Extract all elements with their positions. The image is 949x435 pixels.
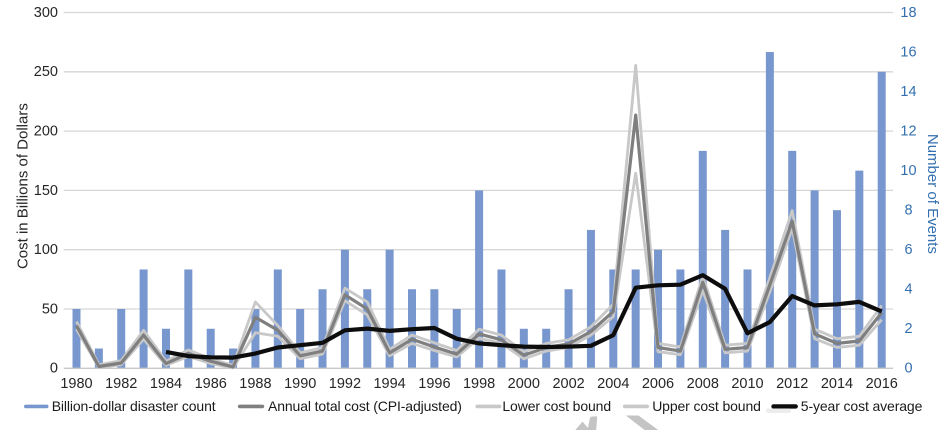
svg-text:1996: 1996 — [418, 376, 450, 392]
svg-text:16: 16 — [900, 44, 916, 60]
svg-text:1980: 1980 — [60, 376, 92, 392]
svg-text:1988: 1988 — [239, 376, 271, 392]
svg-text:2002: 2002 — [552, 376, 584, 392]
svg-text:1982: 1982 — [105, 376, 137, 392]
svg-text:10: 10 — [900, 163, 916, 179]
svg-text:300: 300 — [34, 5, 58, 21]
svg-text:18: 18 — [900, 5, 916, 21]
svg-text:Cost in Billions of Dollars: Cost in Billions of Dollars — [15, 103, 32, 269]
svg-text:Number of Events: Number of Events — [924, 134, 941, 254]
svg-text:Upper cost bound: Upper cost bound — [652, 398, 761, 414]
svg-text:1992: 1992 — [329, 376, 361, 392]
svg-text:1984: 1984 — [150, 376, 182, 392]
svg-text:0: 0 — [50, 361, 58, 377]
svg-text:2010: 2010 — [731, 376, 763, 392]
svg-text:14: 14 — [900, 84, 916, 100]
svg-text:6: 6 — [904, 242, 912, 258]
svg-text:2004: 2004 — [597, 376, 629, 392]
svg-text:200: 200 — [34, 124, 58, 140]
svg-text:Lower cost bound: Lower cost bound — [502, 398, 611, 414]
svg-text:1998: 1998 — [463, 376, 495, 392]
svg-text:2014: 2014 — [821, 376, 853, 392]
svg-text:2006: 2006 — [642, 376, 674, 392]
svg-text:4: 4 — [904, 282, 912, 298]
svg-text:5-year cost average: 5-year cost average — [801, 398, 923, 414]
svg-text:2012: 2012 — [776, 376, 808, 392]
svg-text:1994: 1994 — [373, 376, 405, 392]
svg-text:1986: 1986 — [195, 376, 227, 392]
svg-text:2008: 2008 — [687, 376, 719, 392]
svg-text:0: 0 — [904, 361, 912, 377]
svg-text:150: 150 — [34, 183, 58, 199]
svg-text:2000: 2000 — [508, 376, 540, 392]
svg-text:1990: 1990 — [284, 376, 316, 392]
svg-text:2: 2 — [904, 321, 912, 337]
svg-text:Annual total cost (CPI-adjuste: Annual total cost (CPI-adjusted) — [268, 398, 462, 414]
svg-text:50: 50 — [42, 301, 58, 317]
svg-text:8: 8 — [904, 203, 912, 219]
svg-text:12: 12 — [900, 124, 916, 140]
svg-text:Billion-dollar disaster count: Billion-dollar disaster count — [52, 398, 216, 414]
svg-text:100: 100 — [34, 242, 58, 258]
svg-text:250: 250 — [34, 64, 58, 80]
svg-text:2016: 2016 — [866, 376, 898, 392]
